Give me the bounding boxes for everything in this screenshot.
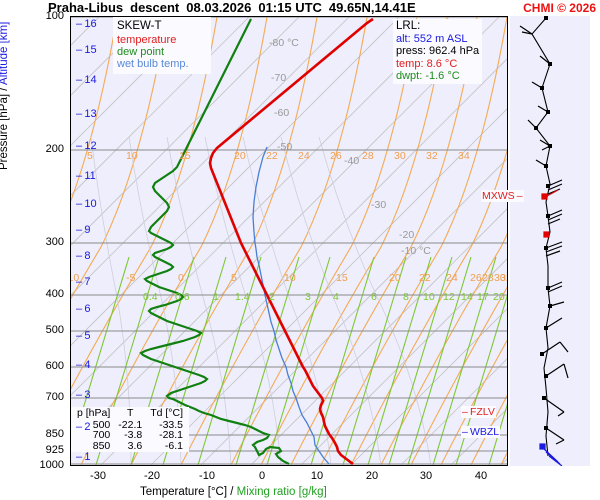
fzlv-marker-label: – FZLV [461,406,496,418]
altitude-tick-11: – 11 [76,170,96,182]
isotherm-lines [71,17,507,465]
y-axis-title: Pressure [hPa] / Altitude [km] [0,22,10,170]
altitude-tick-3: – 3 [76,389,91,401]
lrl-altitude: alt: 552 m ASL [396,32,468,45]
pressure-tick-500: 500 [45,324,64,336]
temp-tick-40: 40 [474,470,488,482]
altitude-tick-12: – 12 [76,140,97,152]
table-header-dewpoint: Td [°C] [150,407,184,419]
mxws-marker-label: MXWS – [481,190,524,202]
mixing-ratio-labels: 0.4 0.6 1 1.4 2 3 4 6 8 10 12 14 17 20 2… [143,291,505,303]
wbzl-marker-label: – WBZL [461,426,501,438]
series-legend: SKEW-T temperature dew point wet bulb te… [113,17,211,74]
station-name: Praha-Libus [48,0,124,15]
isotherm-label-minus70: -70 [271,72,287,84]
isotherm-label-minus30: -30 [371,199,387,211]
temp-tick-0: 0 [258,470,266,482]
station-coords: 49.65N,14.41E [328,0,416,15]
temp-tick-m20: -20 [144,470,160,482]
lrl-title: LRL: [396,20,421,32]
y-axis-title-altitude: Altitude [km] [0,21,10,85]
altitude-tick-4: – 4 [76,359,91,371]
isotherm-label-minus40: -40 [344,155,360,167]
table-header-temp: T [127,407,134,419]
pressure-tick-300: 300 [45,236,64,248]
table-header-pressure: p [hPa] [77,407,111,419]
lrl-temperature: temp: 8.6 °C [396,57,458,70]
table-row: 850 3.6 -6.1 [92,439,184,452]
isotherm-label-minus60: -60 [274,107,290,119]
temp-tick-20: 20 [365,470,379,482]
altitude-tick-13: – 13 [76,108,97,120]
isobar-lines [71,17,507,465]
altitude-tick-1: – 1 [76,451,91,463]
wind-mxws-marker [541,189,559,238]
altitude-tick-2: – 2 [76,421,91,433]
page-title: Praha-Libus descent 08.03.2026 01:15 UTC 49.… [48,0,423,15]
temp-tick-m10: -10 [199,470,215,482]
isotherm-label-minus50: -50 [277,141,293,153]
isotherm-label-minus80: -80 °C [269,37,299,49]
wind-level-markers [534,16,552,430]
altitude-tick-9: – 9 [76,224,91,236]
temperature-profile [208,17,374,465]
altitude-tick-7: – 7 [76,276,91,288]
dew-point-profile [139,18,290,465]
sounding-data-table: p [hPa] T Td [°C] 500 -22.1 -33.5 700 -3… [71,407,190,452]
legend-temperature: temperature [117,34,177,46]
wind-barb-column[interactable] [510,16,590,466]
pressure-tick-850: 850 [45,428,64,440]
sounding-mode: descent [130,0,180,15]
altitude-tick-10: – 10 [76,198,97,210]
pressure-tick-400: 400 [45,288,64,300]
table-row: 500 -22.1 -33.5 [92,418,184,431]
legend-wet-bulb: wet bulb temp. [117,58,189,70]
isotherm-label-minus10: -10 °C [401,245,431,257]
altitude-tick-8: – 8 [76,250,91,262]
dry-adiabat-labels-400: -10 -5 0 5 10 15 20 22 24 26 28 30 32 34 [71,272,507,284]
table-header-row: p [hPa] T Td [°C] [73,408,187,420]
x-axis-title-mixing: Mixing ratio [g/kg] [236,486,327,498]
altitude-tick-6: – 6 [76,303,91,315]
legend-title: SKEW-T [117,20,162,32]
x-axis-title-temp: Temperature [°C] [140,486,228,498]
copyright-notice: CHMI © 2026 [523,1,596,15]
wind-surface-marker [539,443,563,466]
wind-barb-flags [519,25,569,445]
sounding-date: 08.03.2026 [186,0,252,15]
legend-dew-point: dew point [117,46,165,58]
sounding-time: 01:15 UTC [258,0,322,15]
lrl-dewpoint: dwpt: -1.6 °C [396,70,460,82]
temp-tick-10: 10 [310,470,324,482]
wet-bulb-profile [252,146,330,465]
altitude-tick-15: – 15 [76,44,97,56]
altitude-tick-14: – 14 [76,74,97,86]
skewt-canvas [71,17,507,465]
lrl-pressure: press: 962.4 hPa [396,45,480,57]
lrl-info-box: LRL: alt: 552 m ASL press: 962.4 hPa tem… [393,19,483,84]
pressure-tick-1000: 1000 [39,459,64,471]
wind-barb-canvas [519,16,569,466]
temp-tick-m30: -30 [90,470,106,482]
header: Praha-Libus descent 08.03.2026 01:15 UTC 49.… [0,0,600,16]
isotherm-label-minus20: -20 [399,229,415,241]
x-axis-title: Temperature [°C] / Mixing ratio [g/kg] [140,486,327,498]
y-axis-title-pressure: Pressure [hPa] [0,93,10,170]
pressure-tick-925: 925 [45,444,64,456]
pressure-tick-100: 100 [45,10,64,22]
pressure-tick-700: 700 [45,391,64,403]
sounding-plot-area[interactable]: -80 °C -70 -60 -50 -40 -30 -20 -10 °C 5 … [70,16,508,466]
temp-tick-30: 30 [419,470,433,482]
pressure-tick-200: 200 [45,143,64,155]
dry-adiabat-labels-200: 5 10 15 20 22 24 26 28 30 32 34 [87,150,470,162]
dry-adiabat-lines [71,17,507,465]
altitude-tick-5: – 5 [76,330,91,342]
pressure-tick-600: 600 [45,360,64,372]
altitude-tick-16: – 16 [76,18,97,30]
table-row: 700 -3.8 -28.1 [92,429,184,441]
